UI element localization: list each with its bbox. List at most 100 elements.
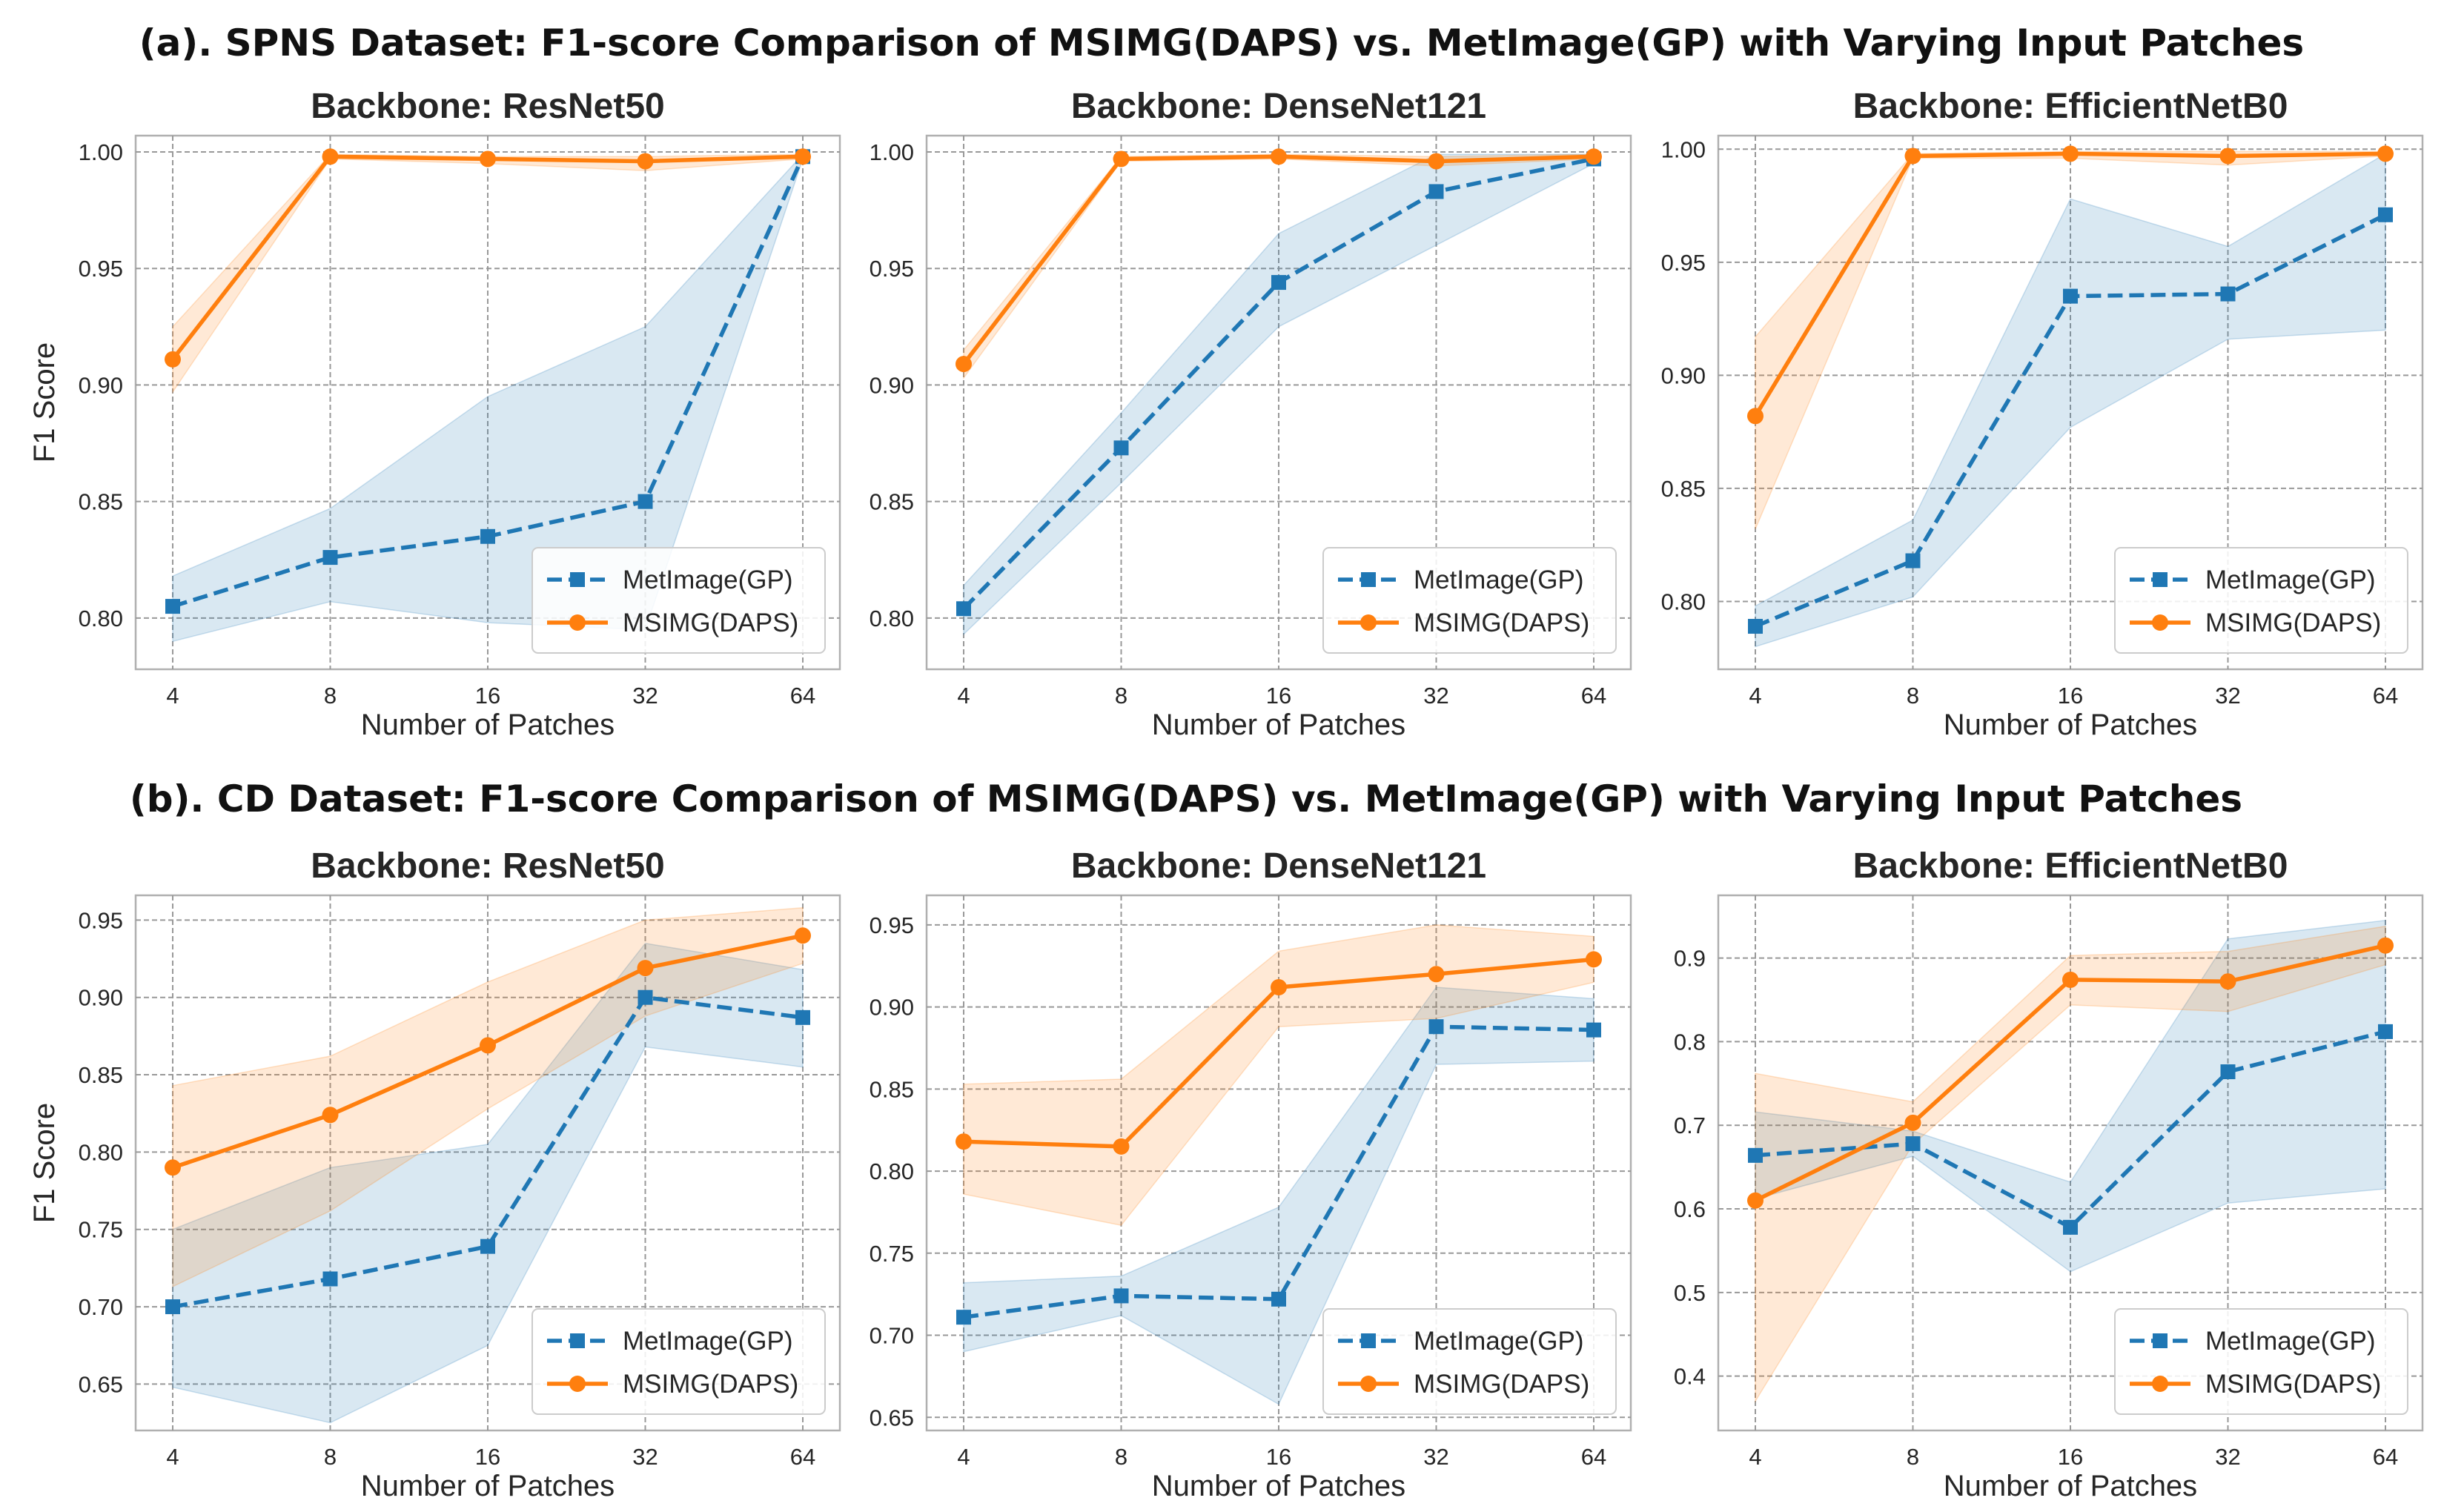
- y-tick-label: 0.85: [79, 489, 123, 515]
- y-tick-label: 0.8: [1674, 1029, 1706, 1055]
- msimg-point: [480, 1037, 496, 1054]
- legend-label: MetImage(GP): [623, 1327, 793, 1356]
- y-tick-label: 0.80: [1661, 588, 1706, 614]
- legend-label: MSIMG(DAPS): [2205, 1370, 2381, 1399]
- y-tick-label: 0.7: [1674, 1113, 1706, 1138]
- x-axis-label: Number of Patches: [1944, 709, 2197, 741]
- msimg-point: [2219, 973, 2236, 990]
- metimage-point: [2063, 288, 2078, 304]
- chart-panel: 0.80 0.85 0.90 0.95 1.00 4 8 16 32 64 Backbone: Ef…: [1661, 87, 2424, 741]
- x-tick-label: 8: [1115, 683, 1127, 709]
- x-tick-label: 64: [790, 1444, 815, 1470]
- metimage-point: [165, 599, 180, 614]
- legend-marker: [1361, 572, 1376, 587]
- legend-marker: [570, 1333, 585, 1348]
- legend-box: [1322, 1308, 1617, 1415]
- section-title-a: (a). SPNS Dataset: F1-score Comparison o…: [139, 21, 2304, 64]
- chart-panel: 0.65 0.70 0.75 0.80 0.85 0.90 0.95 4 8 16 32 64 Back…: [870, 846, 1632, 1502]
- legend-marker: [1361, 1333, 1376, 1348]
- chart-title: Backbone: ResNet50: [311, 87, 665, 126]
- metimage-point: [956, 1310, 971, 1325]
- msimg-point: [956, 356, 972, 373]
- y-tick-label: 0.85: [79, 1062, 123, 1088]
- y-tick-label: 0.75: [870, 1241, 914, 1267]
- x-axis-label: Number of Patches: [361, 709, 615, 741]
- legend-marker: [569, 1376, 586, 1392]
- x-axis-label: Number of Patches: [1152, 1470, 1405, 1502]
- y-tick-label: 0.85: [870, 489, 914, 515]
- x-tick-label: 16: [1266, 683, 1291, 709]
- x-tick-label: 4: [1749, 1444, 1761, 1470]
- confidence-band: [1755, 925, 2386, 1404]
- y-axis-label: F1 Score: [28, 342, 61, 462]
- metimage-point: [1586, 1022, 1601, 1038]
- legend: MetImage(GP) MSIMG(DAPS): [1322, 547, 1617, 654]
- x-tick-label: 64: [1581, 1444, 1606, 1470]
- x-tick-label: 16: [2058, 1444, 2083, 1470]
- legend-marker: [570, 572, 585, 587]
- legend-marker: [2153, 572, 2168, 587]
- msimg-point: [2219, 147, 2236, 165]
- x-tick-label: 8: [324, 1444, 337, 1470]
- legend: MetImage(GP) MSIMG(DAPS): [531, 1308, 826, 1415]
- metimage-point: [2378, 1024, 2393, 1039]
- y-tick-label: 0.75: [79, 1217, 123, 1243]
- msimg-point: [1271, 148, 1287, 165]
- legend-marker: [1360, 1376, 1377, 1392]
- msimg-point: [2377, 937, 2394, 954]
- metimage-point: [1905, 553, 1921, 568]
- y-tick-label: 0.90: [79, 372, 123, 398]
- x-axis-label: Number of Patches: [1152, 709, 1405, 741]
- y-tick-label: 0.95: [870, 256, 914, 282]
- y-tick-label: 0.65: [870, 1405, 914, 1430]
- metimage-point: [322, 550, 338, 566]
- y-tick-label: 0.80: [870, 1158, 914, 1184]
- legend: MetImage(GP) MSIMG(DAPS): [2114, 547, 2408, 654]
- msimg-point: [1428, 153, 1445, 170]
- y-tick-label: 0.80: [79, 1139, 123, 1165]
- y-tick-label: 0.90: [870, 995, 914, 1021]
- x-tick-label: 4: [166, 683, 179, 709]
- metimage-point: [2378, 207, 2393, 222]
- legend-box: [531, 547, 826, 654]
- y-tick-label: 0.95: [1661, 250, 1706, 276]
- msimg-point: [637, 960, 654, 977]
- x-tick-label: 4: [957, 683, 970, 709]
- x-tick-label: 64: [2373, 1444, 2398, 1470]
- chart-title: Backbone: DenseNet121: [1071, 87, 1486, 126]
- y-tick-label: 0.95: [79, 256, 123, 282]
- chart-panel: 0.4 0.5 0.6 0.7 0.8 0.9 4 8 16 32 64 Backbone: Effi…: [1674, 846, 2424, 1502]
- legend-marker: [569, 614, 586, 631]
- msimg-point: [1904, 147, 1921, 165]
- y-tick-label: 0.65: [79, 1371, 123, 1397]
- x-tick-label: 4: [166, 1444, 179, 1470]
- metimage-point: [1748, 619, 1763, 634]
- legend-label: MetImage(GP): [2205, 1327, 2376, 1356]
- msimg-point: [1586, 951, 1602, 968]
- chart-title: Backbone: ResNet50: [311, 846, 665, 886]
- y-tick-label: 0.70: [870, 1323, 914, 1349]
- metimage-point: [1428, 184, 1444, 199]
- chart-title: Backbone: EfficientNetB0: [1853, 87, 2288, 126]
- msimg-point: [956, 1133, 972, 1150]
- msimg-point: [637, 153, 654, 170]
- metimage-point: [1271, 1291, 1286, 1307]
- metimage-point: [1113, 1288, 1129, 1304]
- metimage-point: [165, 1299, 180, 1315]
- x-tick-label: 4: [957, 1444, 970, 1470]
- msimg-point: [322, 1107, 339, 1124]
- legend-label: MSIMG(DAPS): [623, 1370, 798, 1399]
- legend-box: [531, 1308, 826, 1415]
- metimage-point: [1271, 275, 1286, 291]
- x-tick-label: 16: [475, 1444, 500, 1470]
- msimg-point: [480, 150, 496, 168]
- msimg-point: [1271, 979, 1287, 996]
- y-tick-label: 1.00: [1661, 136, 1706, 162]
- section-title-b: (b). CD Dataset: F1-score Comparison of …: [130, 777, 2242, 820]
- msimg-point: [1586, 148, 1602, 165]
- metimage-point: [1905, 1136, 1921, 1152]
- legend: MetImage(GP) MSIMG(DAPS): [2114, 1308, 2408, 1415]
- y-tick-label: 0.80: [79, 606, 123, 631]
- metimage-point: [480, 528, 495, 544]
